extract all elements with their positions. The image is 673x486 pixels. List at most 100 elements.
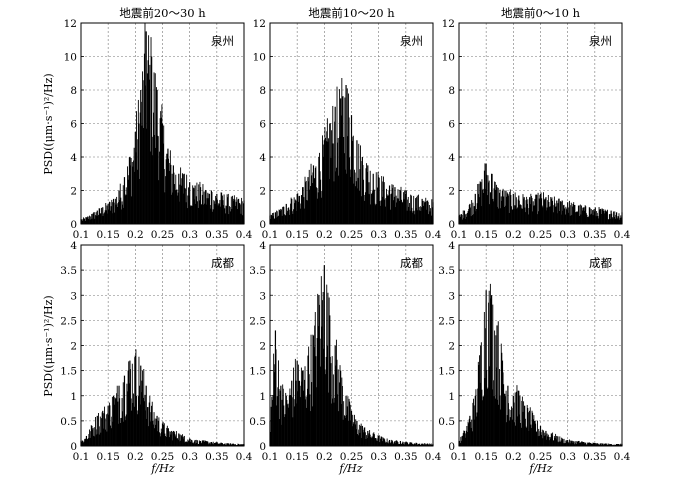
x-tick-label: 0.3 — [559, 451, 576, 463]
y-tick-label: 0 — [448, 219, 455, 231]
y-tick-label: 2 — [70, 341, 77, 353]
x-tick-label: 0.25 — [151, 451, 174, 463]
y-tick-label: 3.5 — [249, 265, 266, 277]
x-tick-label: 0.35 — [394, 451, 417, 463]
x-tick-label: 0.1 — [262, 451, 279, 463]
station-label: 成都 — [589, 256, 612, 270]
x-tick-label: 0.25 — [340, 451, 363, 463]
x-tick-label: 0.35 — [205, 229, 228, 241]
y-tick-label: 8 — [448, 85, 455, 97]
y-tick-label: 1.5 — [438, 366, 455, 378]
station-label: 泉州 — [211, 34, 234, 48]
x-axis-label-col-1: f/Hz — [150, 462, 174, 475]
y-tick-label: 0 — [448, 441, 455, 453]
y-tick-label: 0.5 — [438, 416, 455, 428]
x-tick-label: 0.3 — [181, 451, 198, 463]
y-tick-label: 0 — [259, 219, 266, 231]
panel-6: 0.1 0.15 0.2 0.25 0.3 0.35 0.4 0 0.5 1 1.5 2 2.5 3 3.5… — [438, 240, 630, 463]
x-tick-label: 0.15 — [474, 229, 497, 241]
x-tick-label: 0.2 — [505, 229, 522, 241]
x-axis-label-col-2: f/Hz — [338, 462, 362, 475]
y-tick-label: 8 — [70, 85, 77, 97]
x-tick-label: 0.35 — [583, 229, 606, 241]
station-label: 成都 — [211, 256, 234, 270]
x-tick-label: 0.2 — [127, 451, 144, 463]
y-tick-label: 2.5 — [438, 315, 455, 327]
bar-series — [269, 265, 434, 446]
panel-3: 0.1 0.15 0.2 0.25 0.3 0.35 0.4 0 2 4 6 8 10 12 泉州地震前0～… — [442, 6, 631, 241]
y-tick-label: 3 — [259, 290, 266, 302]
y-tick-label: 2.5 — [249, 315, 266, 327]
y-tick-label: 1 — [70, 391, 77, 403]
column-title: 地震前20～30 h — [119, 6, 206, 20]
bar-series — [458, 283, 623, 446]
x-tick-label: 0.1 — [262, 229, 279, 241]
x-tick-label: 0.2 — [316, 451, 333, 463]
x-tick-label: 0.35 — [583, 451, 606, 463]
y-tick-label: 3.5 — [60, 265, 77, 277]
y-tick-label: 10 — [442, 52, 455, 64]
y-tick-label: 4 — [448, 240, 455, 252]
y-axis-label-top: PSD((μm·s⁻¹)²/Hz) — [42, 73, 55, 174]
y-tick-label: 1.5 — [249, 366, 266, 378]
y-tick-label: 8 — [259, 85, 266, 97]
y-tick-label: 0 — [70, 441, 77, 453]
bar-series — [458, 163, 623, 224]
station-label: 成都 — [400, 256, 423, 270]
panel-1: 0.1 0.15 0.2 0.25 0.3 0.35 0.4 0 2 4 6 8 10 12 泉州地震前20… — [64, 6, 253, 241]
y-tick-label: 2 — [259, 186, 266, 198]
y-tick-label: 1 — [259, 391, 266, 403]
x-tick-label: 0.4 — [236, 451, 253, 463]
y-tick-label: 2 — [70, 186, 77, 198]
y-tick-label: 1.5 — [60, 366, 77, 378]
x-tick-label: 0.3 — [370, 229, 387, 241]
y-tick-label: 10 — [64, 52, 77, 64]
bar-series — [80, 349, 245, 446]
y-axis-label-bottom: PSD((μm·s⁻¹)²/Hz) — [42, 295, 55, 396]
x-tick-label: 0.3 — [370, 451, 387, 463]
y-tick-label: 12 — [253, 18, 266, 30]
y-tick-label: 4 — [259, 240, 266, 252]
x-tick-label: 0.15 — [96, 451, 119, 463]
y-tick-label: 0 — [70, 219, 77, 231]
x-tick-label: 0.15 — [285, 229, 308, 241]
column-title: 地震前0～10 h — [501, 6, 581, 20]
y-tick-label: 2.5 — [60, 315, 77, 327]
x-tick-label: 0.3 — [559, 229, 576, 241]
y-tick-label: 2 — [448, 186, 455, 198]
y-tick-label: 3 — [70, 290, 77, 302]
x-tick-label: 0.35 — [205, 451, 228, 463]
x-tick-label: 0.3 — [181, 229, 198, 241]
column-title: 地震前10～20 h — [308, 6, 395, 20]
x-tick-label: 0.25 — [340, 229, 363, 241]
station-label: 泉州 — [589, 34, 612, 48]
y-tick-label: 3 — [448, 290, 455, 302]
x-tick-label: 0.2 — [127, 229, 144, 241]
x-tick-label: 0.2 — [505, 451, 522, 463]
y-tick-label: 2 — [259, 341, 266, 353]
x-tick-label: 0.1 — [73, 451, 90, 463]
x-tick-label: 0.4 — [425, 451, 442, 463]
y-tick-label: 2 — [448, 341, 455, 353]
y-tick-label: 0.5 — [60, 416, 77, 428]
x-tick-label: 0.15 — [96, 229, 119, 241]
y-tick-label: 4 — [448, 152, 455, 164]
x-tick-label: 0.35 — [394, 229, 417, 241]
y-tick-label: 0 — [259, 441, 266, 453]
y-tick-label: 1 — [448, 391, 455, 403]
x-tick-label: 0.1 — [73, 229, 90, 241]
x-tick-label: 0.2 — [316, 229, 333, 241]
x-tick-label: 0.4 — [236, 229, 253, 241]
y-tick-label: 3.5 — [438, 265, 455, 277]
y-tick-label: 10 — [253, 52, 266, 64]
y-tick-label: 6 — [448, 119, 455, 131]
x-tick-label: 0.4 — [614, 451, 631, 463]
bar-series — [269, 78, 434, 224]
x-tick-label: 0.15 — [474, 451, 497, 463]
y-tick-label: 12 — [442, 18, 455, 30]
y-tick-label: 6 — [70, 119, 77, 131]
y-tick-label: 4 — [70, 152, 77, 164]
station-label: 泉州 — [400, 34, 423, 48]
